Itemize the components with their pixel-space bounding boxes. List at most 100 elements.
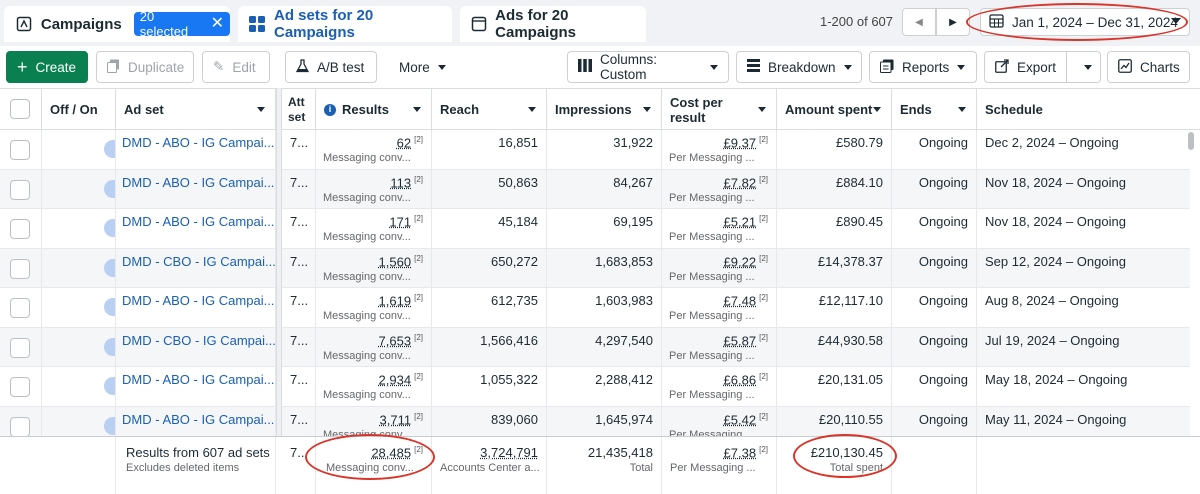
impressions-value: 84,267: [613, 174, 653, 190]
results-cell: 2,934 [2] Messaging conv...: [316, 367, 432, 406]
ad-set-name-link[interactable]: DMD - ABO - IG Campai...: [122, 411, 275, 427]
next-page-button[interactable]: ▶: [936, 8, 970, 36]
results-number[interactable]: 1,560: [378, 253, 412, 269]
row-checkbox[interactable]: [10, 416, 30, 437]
tab-campaigns[interactable]: Campaigns 20 selected ✕: [4, 6, 230, 42]
ab-test-button[interactable]: A/B test: [285, 51, 377, 83]
header-off-on[interactable]: Off / On: [42, 89, 116, 130]
select-all-checkbox[interactable]: [10, 99, 30, 119]
table-row[interactable]: DMD - CBO - IG Campai... 7... 7,653 [2] Me…: [0, 327, 1190, 367]
header-amount-spent[interactable]: Amount spent: [777, 89, 892, 130]
on-off-toggle[interactable]: [104, 219, 115, 237]
table-row[interactable]: DMD - CBO - IG Campai... 7... 1,560 [2] Me…: [0, 248, 1190, 288]
attribution-value: 7...: [290, 411, 309, 427]
on-off-toggle[interactable]: [104, 416, 115, 435]
footnote-marker: [2]: [414, 214, 423, 223]
ends-value: Ongoing: [918, 411, 968, 427]
cpr-number[interactable]: £5.87: [723, 332, 757, 348]
header-results[interactable]: i Results: [316, 89, 432, 130]
impressions-cell: 84,267: [547, 169, 662, 209]
reports-icon: [880, 59, 894, 76]
cpr-number[interactable]: £9.37: [723, 135, 757, 151]
frozen-column-divider[interactable]: [276, 88, 282, 494]
ad-set-name-link[interactable]: DMD - CBO - IG Campai...: [122, 253, 276, 269]
row-checkbox[interactable]: [10, 298, 30, 318]
ads-icon: [470, 15, 487, 33]
ad-set-name-link[interactable]: DMD - ABO - IG Campai...: [122, 214, 275, 229]
table-row[interactable]: DMD - ABO - IG Campai... 7... 62 [2] Messa…: [0, 130, 1190, 170]
clear-selection-icon[interactable]: ✕: [210, 15, 224, 32]
cpr-number[interactable]: £7.48: [723, 293, 757, 309]
row-checkbox[interactable]: [10, 140, 30, 160]
header-cost-per-result[interactable]: Cost per result: [662, 89, 777, 130]
header-ends[interactable]: Ends: [892, 89, 977, 130]
vertical-scrollbar[interactable]: [1188, 132, 1194, 150]
results-number[interactable]: 171: [389, 214, 412, 230]
results-number[interactable]: 3,711: [379, 411, 412, 427]
export-options-button[interactable]: [1075, 52, 1100, 82]
row-checkbox[interactable]: [10, 337, 30, 358]
header-select-all[interactable]: [0, 89, 42, 130]
ad-set-name-link[interactable]: DMD - ABO - IG Campai...: [122, 293, 275, 308]
table-row[interactable]: DMD - ABO - IG Campai... 7... 113 [2] Mess…: [0, 169, 1190, 209]
row-checkbox[interactable]: [10, 219, 30, 239]
ends-cell: Ongoing: [892, 367, 977, 406]
ad-set-name-link[interactable]: DMD - ABO - IG Campai...: [122, 174, 275, 190]
on-off-toggle[interactable]: [104, 377, 115, 395]
annotation-circle-spent: [793, 434, 897, 478]
ad-set-name-link[interactable]: DMD - CBO - IG Campai...: [122, 332, 276, 348]
summary-cpr-number[interactable]: £7.38: [723, 445, 757, 461]
on-off-toggle[interactable]: [104, 140, 115, 158]
table-row[interactable]: DMD - ABO - IG Campai... 7... 2,934 [2] Me…: [0, 367, 1190, 407]
results-cell: 1,619 [2] Messaging conv...: [316, 288, 432, 327]
header-schedule[interactable]: Schedule: [985, 102, 1043, 117]
sort-chevron-icon: [257, 107, 265, 112]
selected-badge[interactable]: 20 selected ✕: [133, 9, 230, 39]
edit-button[interactable]: ✎ Edit: [202, 51, 270, 83]
create-button[interactable]: + Create: [6, 51, 88, 83]
cpr-number[interactable]: £7.82: [723, 174, 757, 190]
summary-impressions-sub: Total: [629, 462, 653, 474]
footnote-marker: [2]: [759, 411, 768, 421]
row-checkbox[interactable]: [10, 258, 30, 279]
breakdown-dropdown[interactable]: Breakdown: [736, 51, 862, 83]
impressions-value: 2,288,412: [595, 372, 653, 387]
results-number[interactable]: 1,619: [378, 293, 412, 309]
results-number[interactable]: 7,653: [378, 332, 412, 348]
table-row[interactable]: DMD - ABO - IG Campai... 7... 1,619 [2] Me…: [0, 288, 1190, 328]
reports-dropdown[interactable]: Reports: [869, 51, 977, 83]
more-dropdown[interactable]: More: [388, 51, 458, 83]
header-reach[interactable]: Reach: [432, 89, 547, 130]
export-button[interactable]: Export: [985, 52, 1068, 82]
results-number[interactable]: 113: [390, 174, 412, 190]
adsets-table: Off / On Ad set Att set i Results Reach …: [0, 88, 1200, 494]
prev-page-button[interactable]: ◀: [902, 8, 936, 36]
cpr-number[interactable]: £9.22: [723, 253, 757, 269]
row-checkbox[interactable]: [10, 179, 30, 200]
row-checkbox[interactable]: [10, 377, 30, 397]
cpr-number[interactable]: £6.86: [723, 372, 757, 388]
ad-set-name-link[interactable]: DMD - ABO - IG Campai...: [122, 135, 275, 150]
tab-adsets[interactable]: Ad sets for 20 Campaigns: [238, 6, 452, 42]
ad-set-name-link[interactable]: DMD - ABO - IG Campai...: [122, 372, 275, 387]
header-impressions[interactable]: Impressions: [547, 89, 662, 130]
on-off-toggle[interactable]: [104, 337, 115, 356]
spent-value: £580.79: [836, 135, 883, 150]
duplicate-button[interactable]: Duplicate: [96, 51, 194, 83]
results-number[interactable]: 62: [396, 135, 412, 151]
on-off-toggle[interactable]: [104, 298, 115, 316]
tab-ads[interactable]: Ads for 20 Campaigns: [460, 6, 646, 42]
table-row[interactable]: DMD - ABO - IG Campai... 7... 171 [2] Mess…: [0, 209, 1190, 249]
columns-dropdown[interactable]: Columns: Custom: [567, 51, 729, 83]
charts-button[interactable]: Charts: [1107, 51, 1190, 83]
cpr-number[interactable]: £5.21: [723, 214, 757, 230]
on-off-toggle[interactable]: [104, 179, 115, 198]
impressions-value: 69,195: [613, 214, 653, 229]
row-toggle-cell: [42, 327, 116, 367]
summary-reach-value[interactable]: 3,724,791: [480, 445, 538, 460]
cpr-number[interactable]: £5.42: [723, 411, 757, 427]
header-attribution[interactable]: Att set: [282, 89, 316, 130]
header-ad-set[interactable]: Ad set: [116, 89, 276, 130]
results-number[interactable]: 2,934: [378, 372, 412, 388]
on-off-toggle[interactable]: [104, 258, 115, 277]
